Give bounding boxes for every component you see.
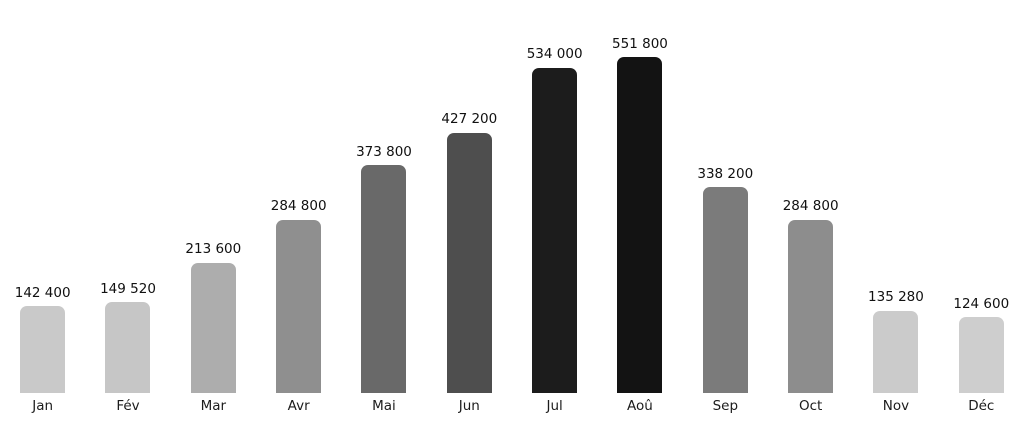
bar-column: 142 400 Jan <box>0 0 85 422</box>
month-strip: Aoû <box>597 393 682 422</box>
bar-value-label: 149 520 <box>100 280 156 297</box>
bar <box>276 219 322 393</box>
bar-column: 284 800 Avr <box>256 0 341 422</box>
month-strip: Déc <box>939 393 1024 422</box>
bar <box>958 317 1004 393</box>
bar-column: 373 800 Mai <box>341 0 426 422</box>
month-strip: Fév <box>85 393 170 422</box>
bar-month-label: Avr <box>287 398 310 414</box>
month-strip: Jun <box>427 393 512 422</box>
bar <box>361 165 407 393</box>
bar-column: 534 000 Jul <box>512 0 597 422</box>
bar-month-label: Jul <box>546 398 563 414</box>
bar-value-label: 427 200 <box>441 111 498 128</box>
bar-month-label: Mar <box>200 398 227 414</box>
bar-month-label: Aoû <box>627 398 653 414</box>
month-strip: Mar <box>171 393 256 422</box>
bar-month-label: Fév <box>116 398 140 414</box>
bar-month-label: Oct <box>798 398 823 414</box>
bar-value-label: 373 800 <box>356 143 412 160</box>
bar-month-label: Sep <box>712 398 739 414</box>
bar-value-label: 284 800 <box>782 198 839 215</box>
month-strip: Jan <box>0 393 85 422</box>
bar-column: 135 280 Nov <box>853 0 938 422</box>
bar-column: 124 600 Déc <box>939 0 1024 422</box>
bar-value-label: 534 000 <box>526 46 583 63</box>
bar-column: 427 200 Jun <box>427 0 512 422</box>
bar-value-label: 213 600 <box>185 241 242 258</box>
bar <box>702 187 748 393</box>
bar-value-label: 124 600 <box>953 295 1010 312</box>
bar-month-label: Jan <box>32 398 54 414</box>
bar-column: 284 800 Oct <box>768 0 853 422</box>
month-strip: Nov <box>853 393 938 422</box>
bar-column: 213 600 Mar <box>171 0 256 422</box>
bar <box>617 57 663 393</box>
bar-month-label: Jun <box>458 398 480 414</box>
bar-value-label: 338 200 <box>697 165 754 182</box>
bar <box>446 132 492 393</box>
month-strip: Oct <box>768 393 853 422</box>
month-strip: Jul <box>512 393 597 422</box>
bar <box>873 310 919 393</box>
month-strip: Sep <box>683 393 768 422</box>
month-strip: Mai <box>341 393 426 422</box>
bar-month-label: Nov <box>882 398 910 414</box>
bar-value-label: 142 400 <box>14 284 71 301</box>
bar <box>20 306 66 393</box>
bar-column: 551 800 Aoû <box>597 0 682 422</box>
bar-value-label: 284 800 <box>270 198 327 215</box>
bar-value-label: 551 800 <box>612 35 668 52</box>
bar <box>105 302 151 393</box>
bar-month-label: Déc <box>968 398 995 414</box>
bar <box>190 262 236 393</box>
bar-column: 149 520 Fév <box>85 0 170 422</box>
bar <box>788 219 834 393</box>
bar <box>532 67 578 393</box>
bar-column: 338 200 Sep <box>683 0 768 422</box>
bar-value-label: 135 280 <box>868 289 924 306</box>
month-strip: Avr <box>256 393 341 422</box>
bar-month-label: Mai <box>372 398 396 414</box>
